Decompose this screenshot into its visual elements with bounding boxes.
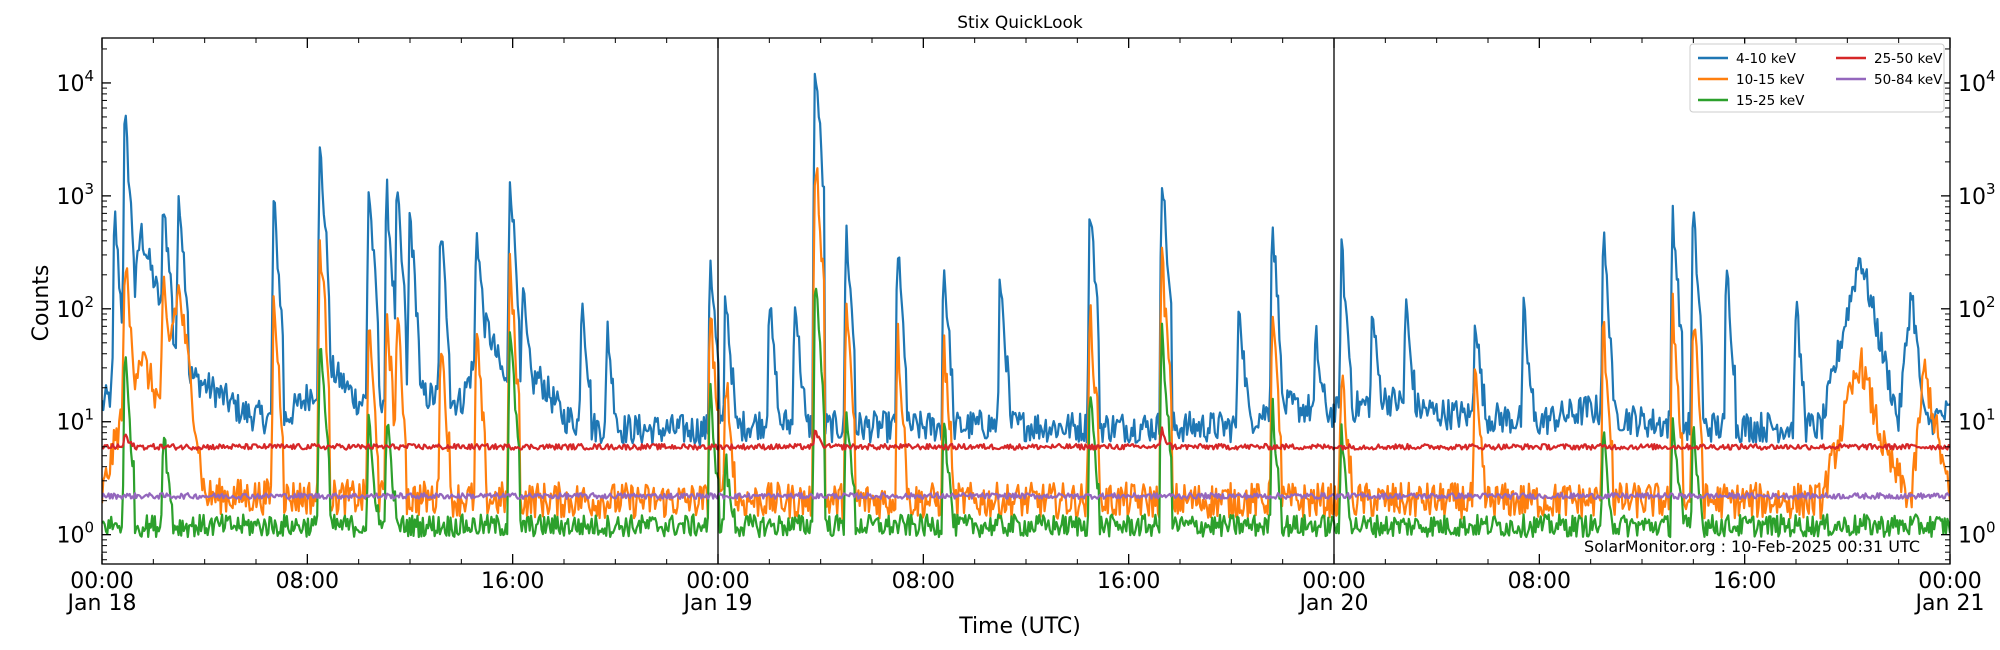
x-tick-label-time: 00:00 <box>686 569 749 594</box>
series-line-50-84-kev <box>102 492 1950 500</box>
legend-box <box>1689 43 1945 113</box>
chart-title: Stix QuickLook <box>957 13 1083 33</box>
series-line-25-50-kev <box>102 426 1950 451</box>
legend-label: 15-25 keV <box>1736 93 1805 109</box>
y-tick-label: 104 <box>1958 67 1996 97</box>
y-tick-label: 104 <box>56 67 94 97</box>
y-tick-label: 102 <box>1958 293 1996 323</box>
legend: 4-10 keV 10-15 keV 15-25 keV 25-50 keV 50-84… <box>1689 43 1945 113</box>
y-tick-label: 103 <box>56 180 94 210</box>
plot-area <box>102 72 1950 539</box>
plot-frame <box>101 37 1951 565</box>
x-tick-label-time: 00:00 <box>1302 569 1365 594</box>
x-axis-label: Time (UTC) <box>958 614 1081 639</box>
x-tick-label-time: 08:00 <box>892 569 955 594</box>
legend-label: 50-84 keV <box>1874 72 1943 88</box>
x-tick-label-date: Jan 20 <box>1298 591 1369 616</box>
x-tick-label-date: Jan 18 <box>66 591 137 616</box>
chart-annotation: SolarMonitor.org : 10-Feb-2025 00:31 UTC <box>1584 537 1920 556</box>
series-line-15-25-kev <box>102 287 1950 539</box>
legend-label: 4-10 keV <box>1736 51 1797 67</box>
y-tick-label: 101 <box>56 406 94 436</box>
x-tick-label-time: 16:00 <box>1097 569 1160 594</box>
series-line-10-15-kev <box>102 167 1950 520</box>
x-tick-label-time: 08:00 <box>276 569 339 594</box>
y-tick-label: 101 <box>1958 406 1996 436</box>
series-line-4-10-kev <box>102 72 1950 447</box>
y-tick-label: 102 <box>56 293 94 323</box>
legend-label: 25-50 keV <box>1874 51 1943 67</box>
x-tick-label-date: Jan 21 <box>1914 591 1985 616</box>
x-tick-label-time: 16:00 <box>1713 569 1776 594</box>
legend-label: 10-15 keV <box>1736 72 1805 88</box>
x-tick-label-time: 16:00 <box>481 569 544 594</box>
x-tick-label-time: 08:00 <box>1508 569 1571 594</box>
y-tick-label: 100 <box>56 519 94 549</box>
x-tick-label-date: Jan 19 <box>682 591 753 616</box>
y-tick-label: 103 <box>1958 180 1996 210</box>
x-tick-label-time: 00:00 <box>70 569 133 594</box>
y-tick-label: 100 <box>1958 519 1996 549</box>
y-axis-label: Counts <box>29 265 54 342</box>
x-tick-label-time: 00:00 <box>1918 569 1981 594</box>
